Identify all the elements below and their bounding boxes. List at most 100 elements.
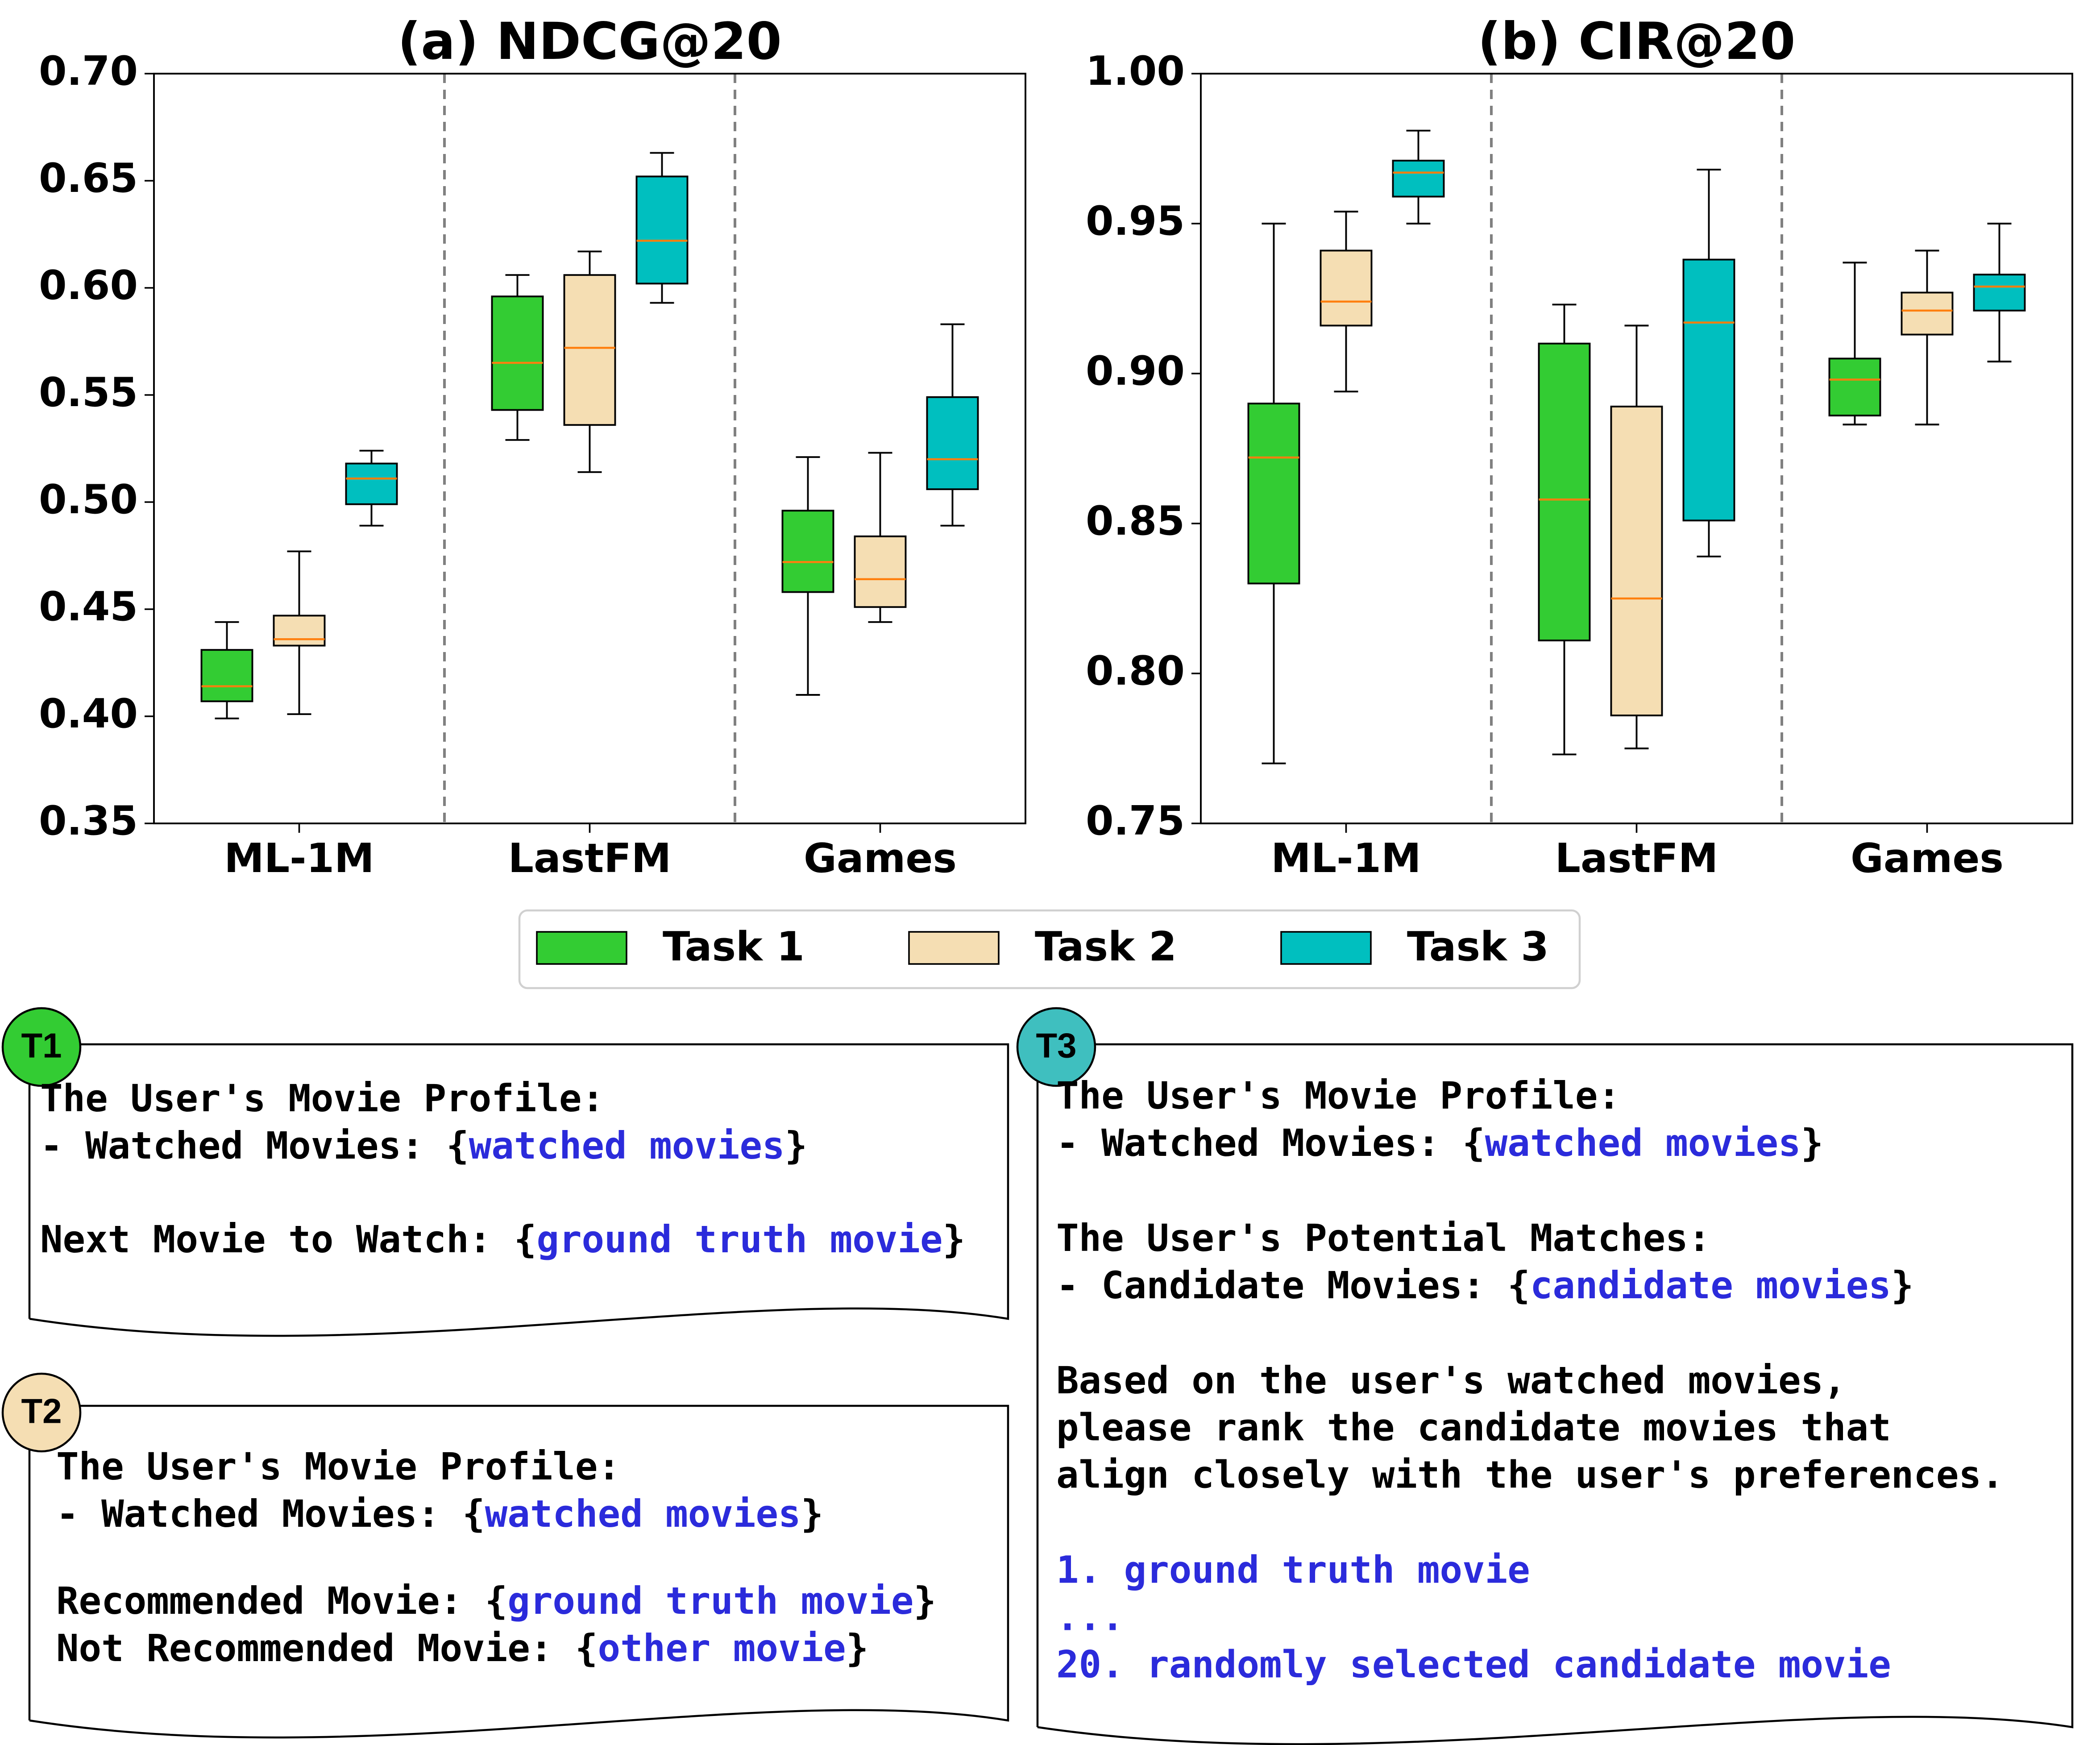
prompt-line: Based on the user's watched movies,	[1056, 1359, 1846, 1402]
x-tick-label: LastFM	[508, 835, 672, 882]
y-tick-label: 0.55	[39, 369, 138, 416]
prompt-badge	[1, 1372, 82, 1453]
prompt-card	[28, 1043, 1009, 1337]
prompt-text: Based on the user's watched movies,	[1056, 1359, 1846, 1402]
legend-label: Task 3	[1407, 923, 1549, 970]
prompt-text: please rank the candidate movies that	[1056, 1406, 1891, 1450]
y-tick-label: 0.40	[39, 690, 138, 737]
y-tick-label: 0.85	[1086, 498, 1185, 544]
y-tick-label: 0.65	[39, 155, 138, 202]
prompt-text: Not Recommended Movie: {	[56, 1626, 598, 1670]
prompt-placeholder: ...	[1056, 1595, 1124, 1639]
prompt-text: }	[1891, 1263, 1914, 1307]
prompt-badge	[1, 1007, 82, 1087]
plot-frame	[1200, 73, 2073, 824]
prompt-placeholder: other movie	[598, 1626, 846, 1670]
prompt-text: Next Movie to Watch: {	[40, 1217, 536, 1261]
prompt-line: - Watched Movies: {watched movies}	[1056, 1121, 1823, 1165]
y-tick-label: 0.95	[1086, 198, 1185, 245]
y-tick-label: 0.35	[39, 798, 138, 844]
prompt-line: Next Movie to Watch: {ground truth movie…	[40, 1217, 965, 1261]
prompt-line: - Watched Movies: {watched movies}	[40, 1124, 807, 1167]
box	[635, 175, 689, 285]
prompt-line: The User's Movie Profile:	[1056, 1074, 1620, 1118]
box	[1973, 274, 2026, 312]
prompt-badge-label: T1	[21, 1026, 62, 1065]
box	[1320, 249, 1373, 327]
prompt-line: - Candidate Movies: {candidate movies}	[1056, 1263, 1913, 1307]
prompt-line: The User's Movie Profile:	[56, 1445, 620, 1488]
prompt-placeholder: ground truth movie	[507, 1579, 913, 1623]
prompt-text: The User's Potential Matches:	[1056, 1216, 1710, 1260]
prompt-text: }	[1801, 1121, 1824, 1165]
prompt-line: Not Recommended Movie: {other movie}	[56, 1626, 868, 1670]
prompt-line: 1. ground truth movie	[1056, 1548, 1530, 1592]
prompt-text: The User's Movie Profile:	[40, 1076, 604, 1120]
box	[1828, 357, 1881, 417]
prompt-text: }	[801, 1492, 824, 1536]
prompt-badge-label: T3	[1036, 1026, 1076, 1065]
legend-swatch	[536, 931, 627, 965]
box	[1610, 405, 1663, 717]
prompt-placeholder: 1. ground truth movie	[1056, 1548, 1530, 1592]
prompt-placeholder: 20. randomly selected candidate movie	[1056, 1642, 1891, 1686]
y-tick-label: 0.60	[39, 262, 138, 309]
prompt-text: The User's Movie Profile:	[56, 1445, 620, 1488]
y-tick-label: 0.45	[39, 583, 138, 630]
box	[926, 396, 979, 490]
box	[273, 615, 326, 647]
prompt-line: please rank the candidate movies that	[1056, 1406, 1891, 1450]
prompt-text: }	[943, 1217, 966, 1261]
box	[1247, 403, 1300, 585]
prompt-text: - Watched Movies: {	[40, 1124, 469, 1167]
legend-label: Task 1	[663, 923, 805, 970]
box	[1682, 258, 1735, 522]
y-tick-label: 0.50	[39, 476, 138, 523]
prompt-text: align closely with the user's preference…	[1056, 1453, 2004, 1497]
x-tick-label: LastFM	[1555, 835, 1718, 882]
plot-frame	[153, 73, 1026, 824]
y-tick-label: 0.80	[1086, 648, 1185, 694]
prompt-text: - Candidate Movies: {	[1056, 1263, 1530, 1307]
prompt-placeholder: watched movies	[1485, 1121, 1801, 1165]
prompt-line: 20. randomly selected candidate movie	[1056, 1642, 1891, 1686]
prompt-badge	[1016, 1007, 1096, 1087]
legend-swatch	[1280, 931, 1372, 965]
prompt-card	[1036, 1043, 2074, 1745]
prompt-text: }	[846, 1626, 869, 1670]
prompt-placeholder: candidate movies	[1530, 1263, 1891, 1307]
prompt-text: Recommended Movie: {	[56, 1579, 507, 1623]
prompt-placeholder: ground truth movie	[536, 1217, 942, 1261]
box	[491, 295, 544, 411]
chart-title: (a) NDCG@20	[398, 12, 782, 71]
legend-label: Task 2	[1035, 923, 1177, 970]
prompt-placeholder: watched movies	[485, 1492, 801, 1536]
prompt-card	[28, 1404, 1009, 1739]
prompt-text: - Watched Movies: {	[1056, 1121, 1485, 1165]
x-tick-label: Games	[1851, 835, 2004, 882]
prompt-text: }	[913, 1579, 936, 1623]
box	[563, 274, 616, 426]
prompt-text: - Watched Movies: {	[56, 1492, 485, 1536]
box	[781, 510, 834, 593]
box	[200, 649, 253, 702]
prompt-line: - Watched Movies: {watched movies}	[56, 1492, 823, 1536]
prompt-placeholder: watched movies	[469, 1124, 785, 1167]
y-tick-label: 0.70	[39, 48, 138, 95]
prompt-text: }	[785, 1124, 808, 1167]
x-tick-label: Games	[804, 835, 957, 882]
y-tick-label: 1.00	[1086, 48, 1185, 95]
y-tick-label: 0.90	[1086, 348, 1185, 395]
legend-swatch	[908, 931, 1000, 965]
prompt-line: align closely with the user's preference…	[1056, 1453, 2004, 1497]
box	[345, 462, 398, 505]
box	[854, 535, 907, 608]
prompt-line: The User's Potential Matches:	[1056, 1216, 1710, 1260]
x-tick-label: ML-1M	[1271, 835, 1421, 882]
prompt-text: The User's Movie Profile:	[1056, 1074, 1620, 1118]
x-tick-label: ML-1M	[224, 835, 374, 882]
y-tick-label: 0.75	[1086, 798, 1185, 844]
legend-frame	[518, 909, 1581, 989]
